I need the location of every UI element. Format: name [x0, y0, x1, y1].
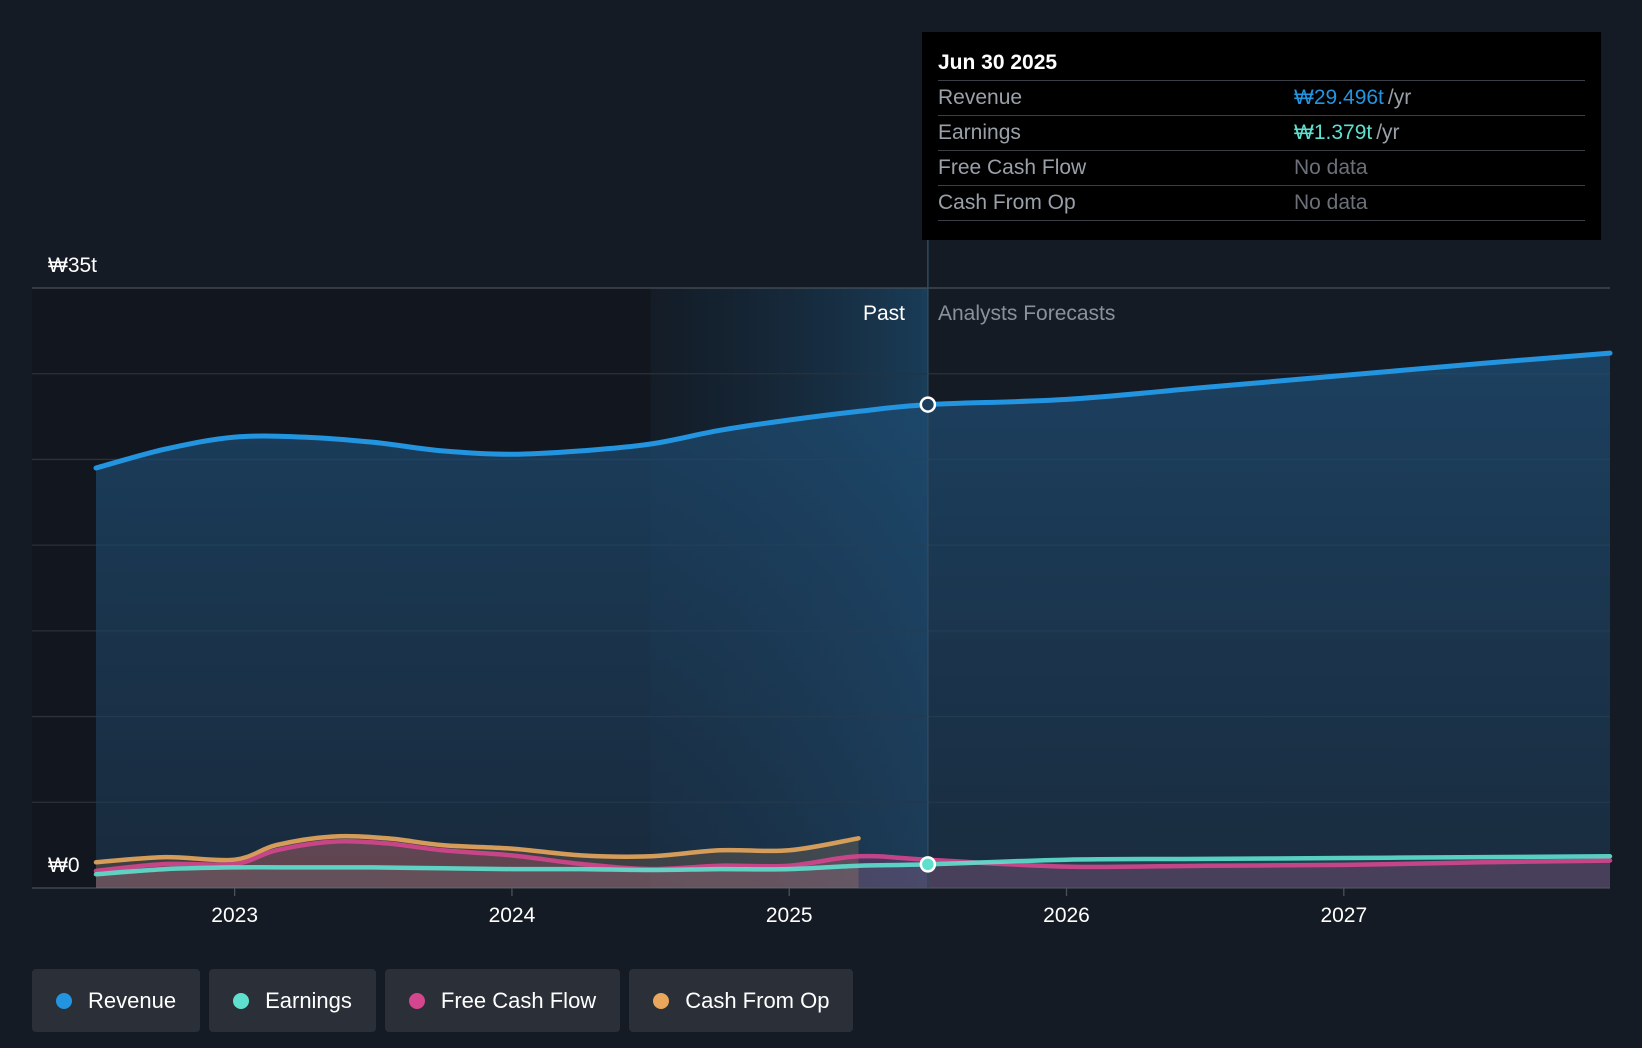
tooltip-revenue-value: ₩29.496t	[1294, 86, 1384, 109]
x-tick-label: 2023	[211, 904, 258, 927]
free-cash-flow-line	[93, 839, 1613, 874]
tooltip-row-revenue: Revenue ₩29.496t/yr	[938, 81, 1585, 116]
x-tick-label: 2024	[489, 904, 536, 927]
hover-markers	[919, 396, 937, 873]
cash-from-op-line	[93, 833, 861, 865]
legend-item-cash-from-op[interactable]: Cash From Op	[629, 969, 854, 1032]
earnings-line	[93, 854, 1613, 877]
legend-label: Earnings	[265, 987, 352, 1013]
tooltip-unit: /yr	[1387, 86, 1412, 109]
tooltip-row-free-cash-flow: Free Cash Flow No data	[938, 151, 1585, 186]
legend-item-earnings[interactable]: Earnings	[209, 969, 376, 1032]
revenue-area	[96, 353, 1610, 889]
x-axis-ticks: 2023 2024 2025 2026 2027	[211, 888, 1367, 927]
x-tick-label: 2026	[1043, 904, 1090, 927]
forecast-label: Analysts Forecasts	[938, 302, 1115, 325]
revenue-marker	[919, 396, 937, 413]
tooltip-cfo-value: No data	[1294, 191, 1368, 214]
past-label: Past	[863, 302, 905, 325]
legend-label: Revenue	[88, 987, 177, 1013]
y-axis-max-label: ₩35t	[48, 254, 97, 277]
tooltip-label: Free Cash Flow	[938, 156, 1087, 179]
x-tick-label: 2025	[766, 904, 813, 927]
cash-from-op-dot-icon	[653, 992, 670, 1009]
legend-item-free-cash-flow[interactable]: Free Cash Flow	[384, 969, 621, 1032]
tooltip-label: Earnings	[938, 121, 1021, 144]
free-cash-flow-dot-icon	[408, 992, 425, 1009]
legend-label: Free Cash Flow	[440, 987, 597, 1013]
tooltip-fcf-value: No data	[1294, 156, 1368, 179]
y-axis-min-label: ₩0	[48, 854, 80, 877]
tooltip-earnings-value: ₩1.379t	[1294, 121, 1373, 144]
legend-item-revenue[interactable]: Revenue	[32, 969, 201, 1032]
legend: Revenue Earnings Free Cash Flow Cash Fro…	[32, 969, 854, 1032]
tooltip-label: Cash From Op	[938, 191, 1076, 214]
revenue-line	[93, 350, 1613, 471]
tooltip-date: Jun 30 2025	[938, 46, 1585, 81]
tooltip-label: Revenue	[938, 86, 1023, 109]
tooltip-row-earnings: Earnings ₩1.379t/yr	[938, 116, 1585, 151]
tooltip-unit: /yr	[1376, 121, 1400, 144]
earnings-marker	[919, 856, 937, 873]
x-tick-label: 2027	[1320, 904, 1367, 927]
tooltip: Jun 30 2025 Revenue ₩29.496t/yr Earnings…	[922, 32, 1601, 240]
tooltip-row-cash-from-op: Cash From Op No data	[938, 186, 1585, 221]
legend-label: Cash From Op	[685, 987, 830, 1013]
series-lines	[93, 350, 1613, 877]
revenue-dot-icon	[56, 992, 72, 1009]
earnings-dot-icon	[233, 992, 250, 1009]
